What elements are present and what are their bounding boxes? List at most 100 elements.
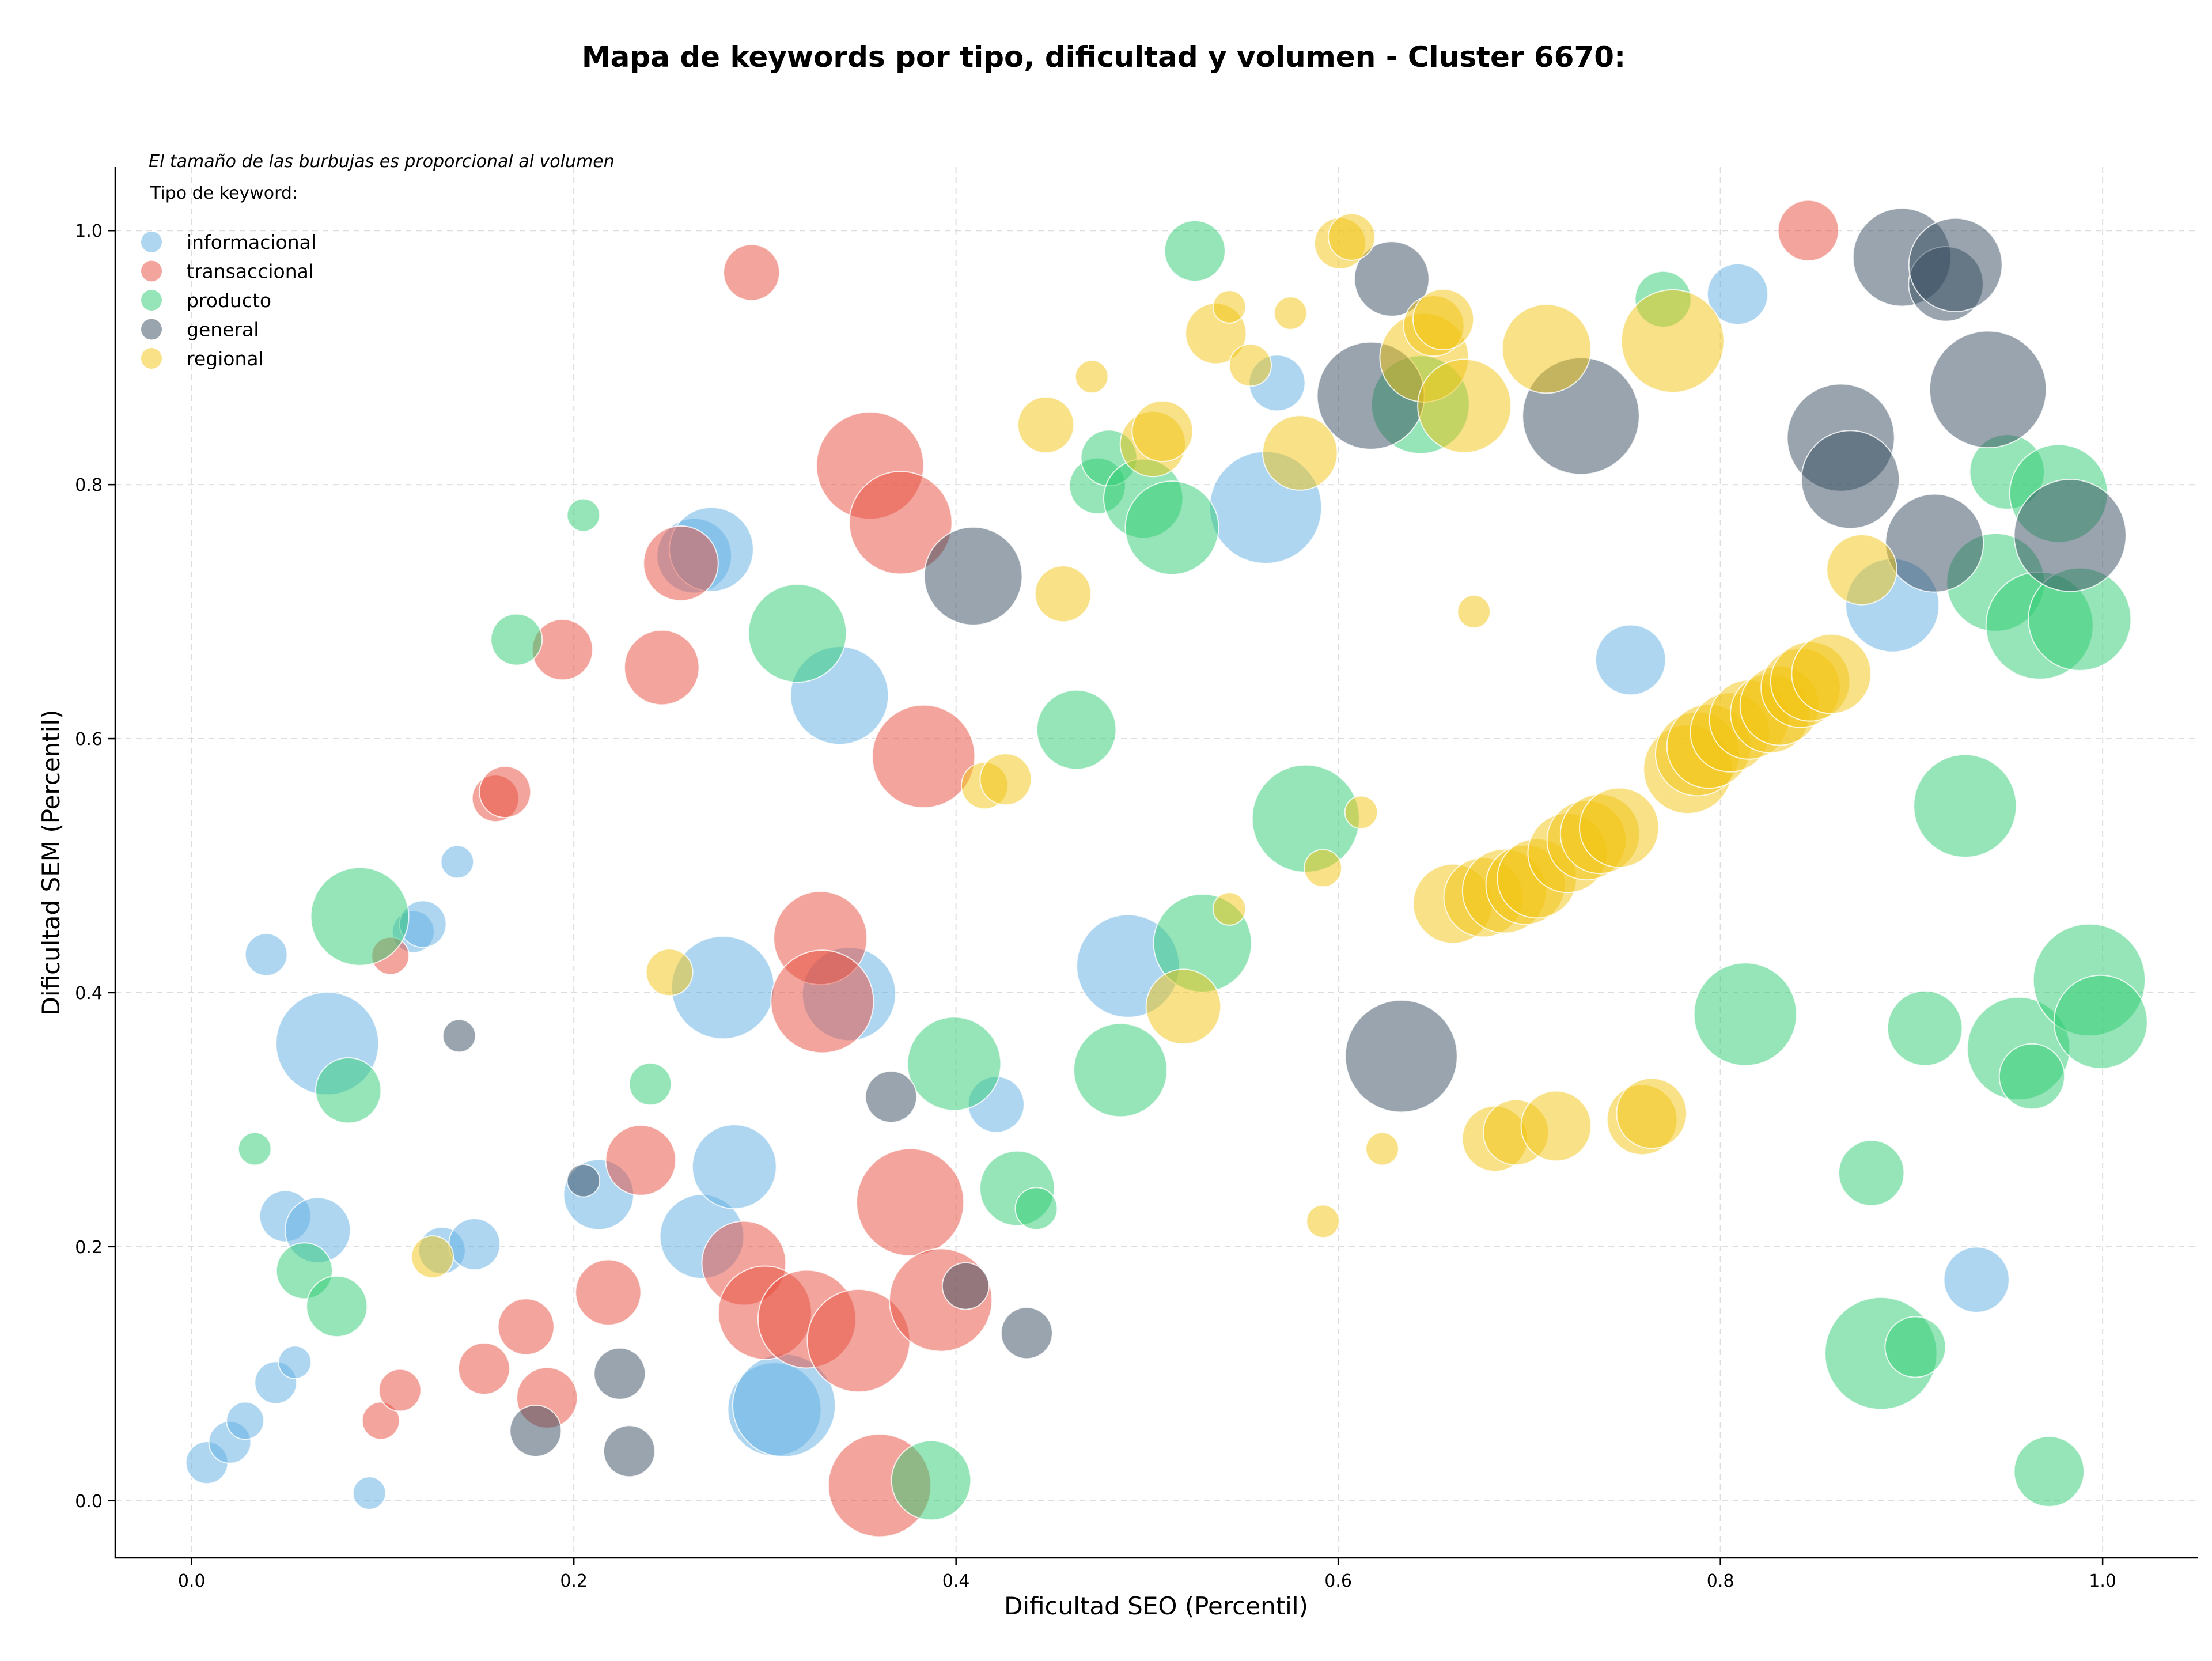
bubble-regional xyxy=(1520,1090,1592,1162)
bubble-producto xyxy=(1164,220,1226,282)
bubble-transaccional xyxy=(849,471,953,575)
bubble-transaccional xyxy=(1777,199,1839,262)
bubble-producto xyxy=(628,1062,672,1106)
bubble-producto xyxy=(748,584,847,683)
legend-label-producto: producto xyxy=(187,289,271,312)
bubble-producto xyxy=(907,1016,1002,1111)
bubble-regional xyxy=(1304,849,1343,888)
bubble-producto xyxy=(1887,990,1963,1066)
bubble-regional xyxy=(1365,1132,1399,1166)
bubble-informacional xyxy=(278,1345,312,1379)
bubble-transaccional xyxy=(479,766,532,819)
legend-marker-regional xyxy=(141,348,162,369)
bubble-transaccional xyxy=(723,244,781,301)
bubble-general xyxy=(509,1405,562,1457)
x-tick-label: 0.6 xyxy=(1324,1571,1352,1591)
bubble-regional xyxy=(1327,213,1376,261)
bubble-informacional xyxy=(448,1218,501,1270)
bubble-regional xyxy=(1212,290,1247,324)
bubble-producto xyxy=(1884,1316,1946,1378)
y-tick-label: 0.8 xyxy=(75,475,103,495)
bubble-transaccional xyxy=(872,704,976,809)
bubble-transaccional xyxy=(575,1259,642,1326)
bubble-general xyxy=(1929,330,2047,449)
bubble-producto xyxy=(1693,962,1797,1066)
bubble-regional xyxy=(1273,296,1308,330)
bubble-general xyxy=(941,1262,990,1310)
bubble-general xyxy=(442,1019,476,1053)
bubble-transaccional xyxy=(856,1148,965,1257)
bubble-producto xyxy=(237,1132,272,1166)
bubble-transaccional xyxy=(531,619,593,681)
bubble-regional xyxy=(1131,400,1194,463)
legend-label-transaccional: transaccional xyxy=(187,260,314,283)
bubble-regional xyxy=(1034,565,1092,623)
x-axis-ticks: 0.0 0.2 0.4 0.6 0.8 1.0 xyxy=(178,1558,2116,1591)
bubble-general xyxy=(603,1425,656,1478)
bubble-regional xyxy=(1457,595,1491,629)
bubble-transaccional xyxy=(497,1298,555,1356)
bubble-regional xyxy=(1826,534,1897,606)
legend: Tipo de keyword: informacional transaccio… xyxy=(141,183,316,370)
bubble-producto xyxy=(490,613,543,666)
legend-marker-informacional xyxy=(141,232,162,252)
x-axis-label: Dificultad SEO (Percentil) xyxy=(1004,1592,1308,1620)
bubble-producto xyxy=(1913,754,2017,858)
legend-marker-general xyxy=(141,319,162,340)
bubble-producto xyxy=(566,498,601,532)
bubble-transaccional xyxy=(605,1125,677,1196)
bubble-producto xyxy=(1998,1043,2066,1110)
bubble-regional xyxy=(1501,304,1592,394)
bubble-producto xyxy=(891,1440,972,1521)
bubble-regional xyxy=(979,753,1032,806)
bubble-producto xyxy=(2053,974,2148,1069)
bubble-general xyxy=(923,526,1023,626)
bubble-regional xyxy=(1344,795,1378,830)
bubble-informacional xyxy=(1943,1246,2010,1313)
bubble-general xyxy=(1354,241,1430,317)
bubble-producto xyxy=(315,1057,382,1124)
legend-label-general: general xyxy=(187,319,259,341)
bubble-informacional xyxy=(691,1124,777,1209)
bubble-informacional xyxy=(226,1401,265,1440)
legend-label-regional: regional xyxy=(187,347,264,370)
bubble-general xyxy=(1908,217,2003,312)
chart-title: Mapa de keywords por tipo, dificultad y … xyxy=(582,40,1626,74)
bubble-regional xyxy=(1229,343,1272,387)
bubble-producto xyxy=(306,1275,368,1338)
bubble-regional xyxy=(1262,415,1338,491)
bubble-regional xyxy=(1212,892,1247,926)
bubble-informacional xyxy=(244,933,288,977)
bubble-general xyxy=(1000,1307,1053,1360)
bubble-producto xyxy=(310,867,410,966)
bubble-general xyxy=(1801,430,1900,529)
legend-marker-producto xyxy=(141,290,162,311)
bubble-informacional xyxy=(352,1476,387,1510)
y-axis-ticks: 0.0 0.2 0.4 0.6 0.8 1.0 xyxy=(75,221,115,1512)
x-tick-label: 1.0 xyxy=(2089,1571,2116,1591)
bubble-transaccional xyxy=(770,949,874,1054)
bubble-general xyxy=(1885,493,1984,593)
bubble-regional xyxy=(1412,288,1475,351)
bubble-regional xyxy=(1306,1204,1340,1239)
bubble-producto xyxy=(1073,1023,1168,1118)
bubble-size-note: El tamaño de las burbujas es proporciona… xyxy=(149,152,615,172)
bubble-producto xyxy=(1036,689,1117,770)
x-tick-label: 0.2 xyxy=(560,1571,588,1591)
legend-marker-transaccional xyxy=(141,260,162,282)
bubble-regional xyxy=(1017,396,1075,454)
bubble-layer xyxy=(185,199,2148,1538)
y-tick-label: 0.0 xyxy=(75,1492,103,1512)
bubble-regional xyxy=(1616,1077,1687,1149)
bubble-transaccional xyxy=(624,629,700,706)
bubble-regional xyxy=(1791,633,1872,714)
y-tick-label: 0.4 xyxy=(75,983,103,1004)
bubble-informacional xyxy=(440,845,475,879)
axis-spines xyxy=(114,167,2198,1559)
x-tick-label: 0.4 xyxy=(942,1571,970,1591)
y-tick-label: 0.6 xyxy=(75,729,103,750)
x-tick-label: 0.8 xyxy=(1707,1571,1734,1591)
bubble-regional xyxy=(645,948,694,997)
bubble-general xyxy=(566,1163,601,1198)
